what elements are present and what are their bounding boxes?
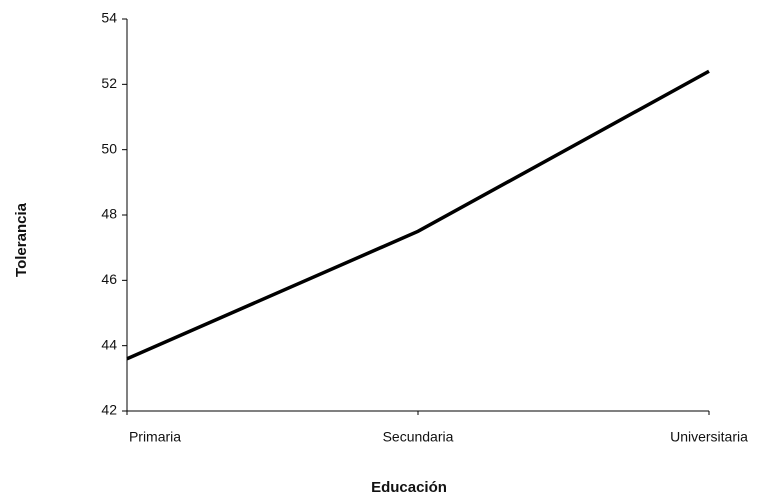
y-tick-label: 54	[101, 10, 117, 26]
x-tick-label: Primaria	[129, 429, 181, 445]
y-tick-label: 48	[101, 206, 117, 222]
y-tick-label: 50	[101, 140, 117, 156]
y-axis-title: Tolerancia	[13, 202, 30, 277]
y-tick-label: 46	[101, 271, 117, 287]
y-tick-label: 44	[101, 336, 117, 352]
x-axis-title: Educación	[371, 479, 447, 496]
y-tick-label: 52	[101, 75, 117, 91]
data-line	[126, 69, 710, 361]
y-tick-label: 42	[101, 402, 117, 418]
x-tick-label: Universitaria	[670, 429, 748, 445]
x-tick-label: Secundaria	[383, 429, 454, 445]
